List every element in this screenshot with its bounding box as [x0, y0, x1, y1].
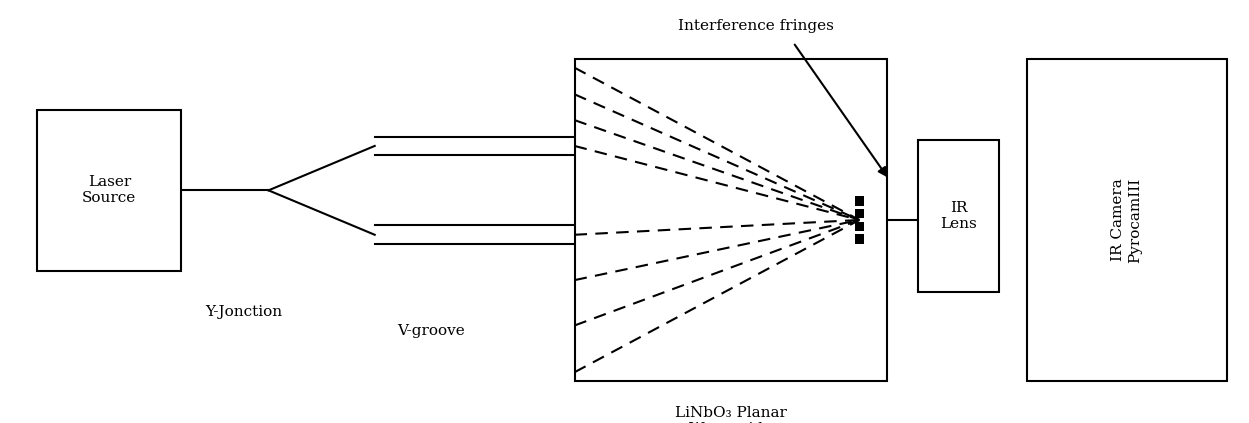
Bar [854, 234, 864, 244]
Text: LiNbO₃ Planar
Waveguide: LiNbO₃ Planar Waveguide [674, 406, 787, 423]
Text: IR
Lens: IR Lens [940, 201, 977, 231]
Bar [1027, 59, 1227, 381]
Text: IR Camera
PyrocamIII: IR Camera PyrocamIII [1112, 177, 1142, 263]
Text: Laser
Source: Laser Source [82, 175, 136, 206]
Text: Interference fringes: Interference fringes [678, 19, 833, 33]
Bar [854, 222, 864, 231]
Text: Y-Jonction: Y-Jonction [205, 305, 282, 319]
Text: V-groove: V-groove [397, 324, 465, 338]
Bar [854, 209, 864, 218]
Bar [854, 196, 864, 206]
Bar [918, 140, 999, 292]
Bar [37, 110, 181, 271]
Bar [575, 59, 887, 381]
